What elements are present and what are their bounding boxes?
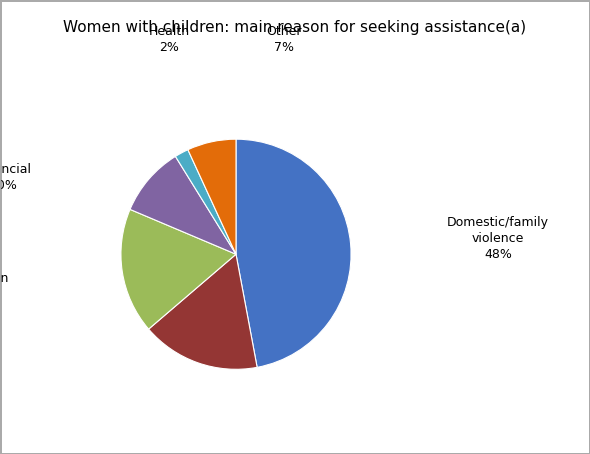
Text: Other
7%: Other 7% (266, 25, 301, 54)
Wedge shape (175, 150, 236, 254)
Text: Financial
10%: Financial 10% (0, 163, 31, 192)
Wedge shape (121, 209, 236, 329)
Text: Women with children: main reason for seeking assistance(a): Women with children: main reason for see… (64, 20, 526, 35)
Wedge shape (236, 139, 351, 367)
Text: Accommodation
18%: Accommodation 18% (0, 271, 9, 301)
Text: Health
2%: Health 2% (148, 25, 189, 54)
Wedge shape (188, 139, 236, 254)
Wedge shape (149, 254, 257, 369)
Wedge shape (130, 157, 236, 254)
Text: Domestic/family
violence
48%: Domestic/family violence 48% (447, 216, 549, 261)
